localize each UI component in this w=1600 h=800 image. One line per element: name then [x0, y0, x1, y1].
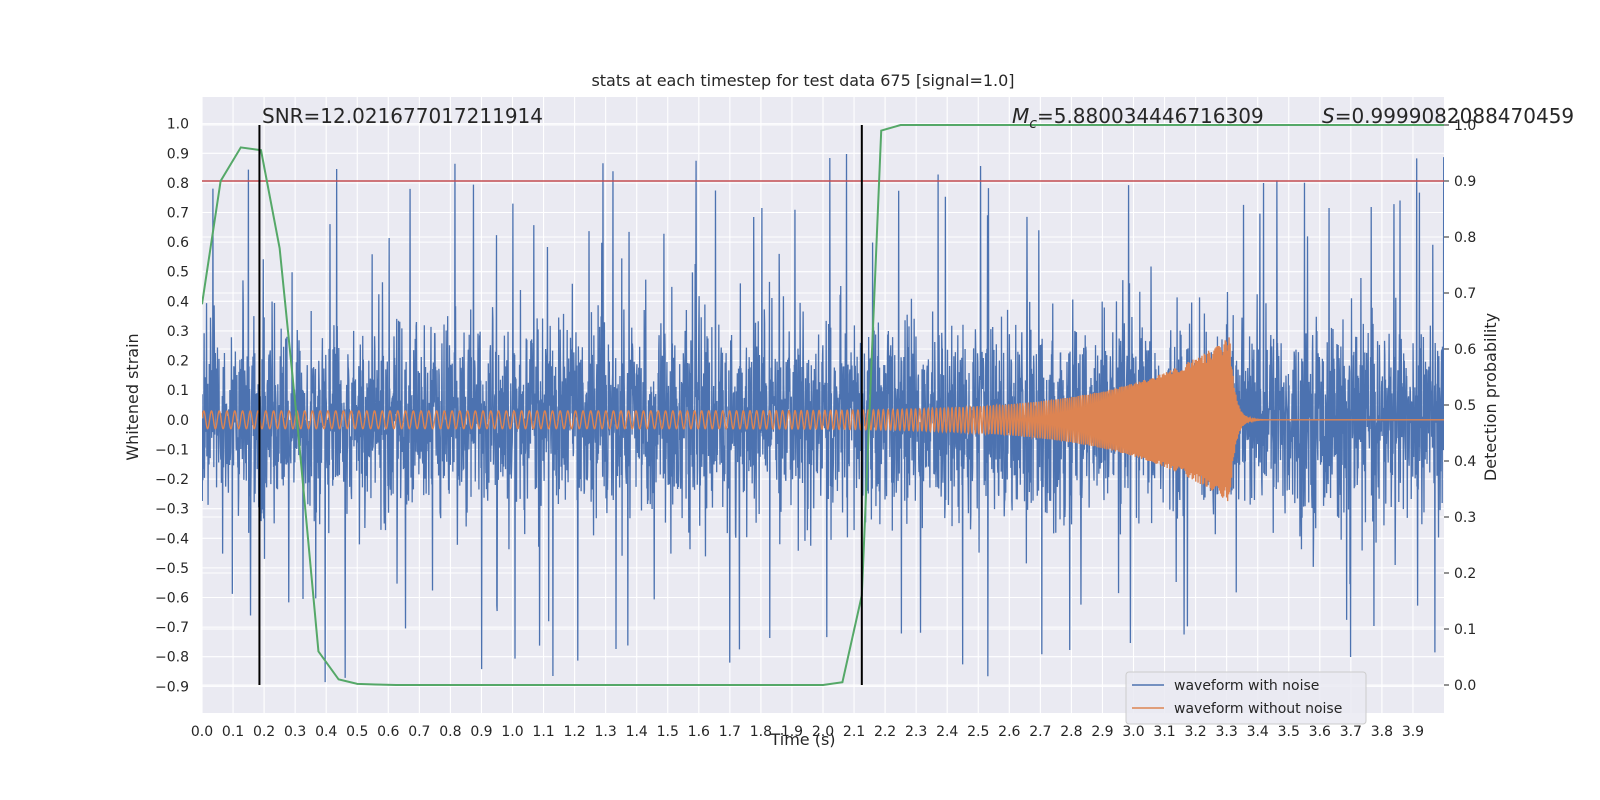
x-axis-label: Time (s)	[769, 730, 835, 749]
right-y-axis: 1.0 0.9 0.8 0.7 0.6 0.5 0.4 0.3 0.2 0.1 0.0	[1444, 118, 1476, 694]
x-tick-label: 3.9	[1402, 724, 1424, 740]
y-tick-label-left: −0.7	[155, 620, 189, 636]
y-tick-label-right: 0.2	[1454, 566, 1476, 582]
x-tick-label: 0.7	[408, 724, 430, 740]
y-tick-label-left: −0.9	[155, 679, 189, 695]
x-tick-label: 0.5	[346, 724, 368, 740]
series-waveform-with-noise	[202, 153, 1444, 683]
x-tick-label: 1.3	[595, 724, 617, 740]
y-axis-label-right: Detection probability	[1481, 313, 1500, 481]
x-tick-label: 0.3	[284, 724, 306, 740]
legend-label-clean: waveform without noise	[1174, 701, 1342, 717]
y-tick-label-left: 0.9	[167, 146, 189, 162]
x-tick-label: 2.4	[936, 724, 958, 740]
y-tick-label-right: 1.0	[1454, 118, 1476, 134]
y-tick-label-left: 0.2	[167, 354, 189, 370]
legend-box	[1125, 671, 1367, 725]
y-tick-label-right: 0.0	[1454, 678, 1476, 694]
x-tick-label: 1.4	[626, 724, 648, 740]
y-tick-label-left: −0.4	[155, 531, 189, 547]
legend: waveform with noise waveform without noi…	[1125, 671, 1367, 725]
x-tick-label: 1.0	[501, 724, 523, 740]
x-tick-label: 2.5	[967, 724, 989, 740]
x-tick-label: 3.6	[1309, 724, 1331, 740]
x-tick-label: 2.2	[874, 724, 896, 740]
x-tick-label: 3.7	[1340, 724, 1362, 740]
mc-subscript: c	[1029, 116, 1037, 132]
y-tick-label-left: −0.5	[155, 561, 189, 577]
y-tick-label-left: 1.0	[167, 117, 189, 133]
y-tick-label-right: 0.9	[1454, 174, 1476, 190]
y-tick-label-right: 0.7	[1454, 286, 1476, 302]
y-axis-label-left: Whitened strain	[123, 333, 142, 460]
x-tick-label: 2.6	[998, 724, 1020, 740]
x-tick-label: 2.1	[843, 724, 865, 740]
x-tick-label: 1.5	[657, 724, 679, 740]
y-tick-label-right: 0.3	[1454, 510, 1476, 526]
x-tick-label: 3.2	[1184, 724, 1206, 740]
x-tick-label: 0.8	[439, 724, 461, 740]
x-tick-label: 3.4	[1247, 724, 1269, 740]
series-detection-probability	[202, 124, 1444, 686]
legend-label-noise: waveform with noise	[1174, 678, 1319, 694]
y-tick-label-left: −0.1	[155, 442, 189, 458]
x-tick-label: 2.9	[1091, 724, 1113, 740]
x-tick-label: 0.0	[191, 724, 213, 740]
x-tick-label: 1.1	[532, 724, 554, 740]
x-tick-label: 3.0	[1122, 724, 1144, 740]
y-tick-label-left: −0.8	[155, 650, 189, 666]
y-tick-label-right: 0.4	[1454, 454, 1476, 470]
chart-title: stats at each timestep for test data 675…	[591, 71, 1014, 90]
s-symbol: S	[1322, 104, 1335, 128]
score-annotation: S=0.9999082088470459	[1322, 104, 1574, 128]
y-tick-label-left: 0.0	[167, 413, 189, 429]
y-tick-label-right: 0.5	[1454, 398, 1476, 414]
y-tick-label-right: 0.1	[1454, 622, 1476, 638]
series-waveform-without-noise	[202, 337, 1444, 502]
x-tick-label: 0.6	[377, 724, 399, 740]
left-y-axis: 1.0 0.9 0.8 0.7 0.6 0.5 0.4 0.3 0.2 0.1 0.0 −0.1 −0.…	[155, 117, 189, 696]
y-tick-label-left: 0.8	[167, 176, 189, 192]
x-tick-label: 1.6	[688, 724, 710, 740]
x-tick-label: 0.2	[253, 724, 275, 740]
y-tick-label-left: −0.3	[155, 502, 189, 518]
x-tick-label: 0.4	[315, 724, 337, 740]
y-tick-label-left: 0.7	[167, 206, 189, 222]
x-tick-label: 0.1	[222, 724, 244, 740]
x-tick-label: 3.8	[1371, 724, 1393, 740]
x-tick-label: 3.3	[1216, 724, 1238, 740]
x-tick-label: 3.5	[1278, 724, 1300, 740]
y-tick-label-right: 0.6	[1454, 342, 1476, 358]
y-tick-label-left: 0.3	[167, 324, 189, 340]
y-tick-label-right: 0.8	[1454, 230, 1476, 246]
s-value: =0.9999082088470459	[1335, 104, 1574, 128]
mc-symbol: M	[1012, 104, 1029, 128]
x-tick-label: 2.8	[1060, 724, 1082, 740]
x-tick-label: 2.0	[812, 724, 834, 740]
y-tick-label-left: −0.6	[155, 591, 189, 607]
y-tick-label-left: 0.6	[167, 235, 189, 251]
snr-annotation: SNR=12.021677017211914	[262, 104, 543, 128]
x-tick-label: 2.3	[905, 724, 927, 740]
y-tick-label-left: −0.2	[155, 472, 189, 488]
x-tick-label: 1.8	[750, 724, 772, 740]
y-tick-label-left: 0.5	[167, 265, 189, 281]
y-tick-label-left: 0.4	[167, 294, 189, 310]
x-tick-label: 2.7	[1029, 724, 1051, 740]
mc-value: =5.880034446716309	[1037, 104, 1264, 128]
chirp-mass-annotation: Mc=5.880034446716309	[1012, 104, 1264, 132]
x-tick-label: 1.2	[563, 724, 585, 740]
x-tick-label: 3.1	[1153, 724, 1175, 740]
x-tick-label: 1.7	[719, 724, 741, 740]
series-group	[202, 124, 1444, 686]
x-tick-label: 0.9	[470, 724, 492, 740]
y-tick-label-left: 0.1	[167, 383, 189, 399]
x-axis: 0.0 0.1 0.2 0.3 0.4 0.5 0.6 0.7 0.8 0.9 1.0 1.1 1.2 1…	[191, 724, 1424, 740]
x-tick-label: 1.9	[781, 724, 803, 740]
